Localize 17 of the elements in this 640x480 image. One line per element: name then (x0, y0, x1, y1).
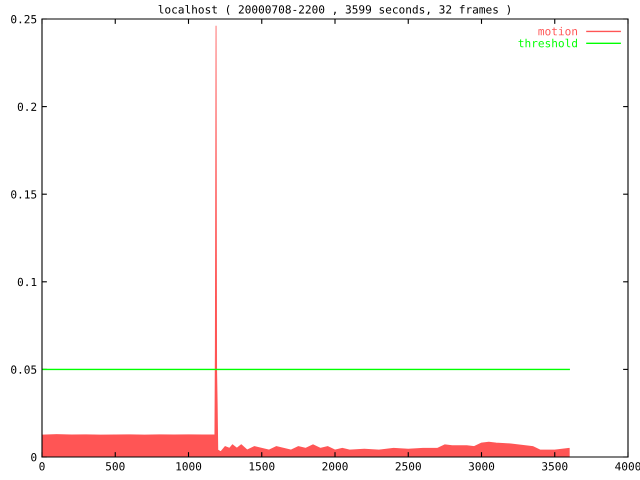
x-tick-label: 0 (39, 462, 45, 471)
y-tick-label: 0.1 (18, 278, 36, 286)
x-tick-label: 1500 (250, 462, 274, 471)
legend-label: threshold (518, 38, 577, 48)
x-tick-label: 1000 (176, 462, 202, 471)
y-tick-label: 0.15 (11, 190, 36, 199)
y-tick-label: 0.25 (11, 15, 36, 24)
x-tick-label: 3500 (542, 462, 568, 471)
y-tick-label: 0.05 (11, 365, 36, 374)
chart-title: localhost ( 20000708-2200 , 3599 seconds, 32 frames ) (158, 4, 510, 15)
x-tick-label: 3000 (468, 462, 494, 471)
x-tick-label: 500 (106, 462, 125, 471)
y-tick-label: 0.2 (18, 102, 36, 112)
legend-label: motion (538, 26, 578, 36)
x-tick-label: 2000 (322, 462, 348, 471)
y-tick-label: 0 (31, 453, 36, 462)
x-tick-label: 2500 (396, 462, 421, 471)
